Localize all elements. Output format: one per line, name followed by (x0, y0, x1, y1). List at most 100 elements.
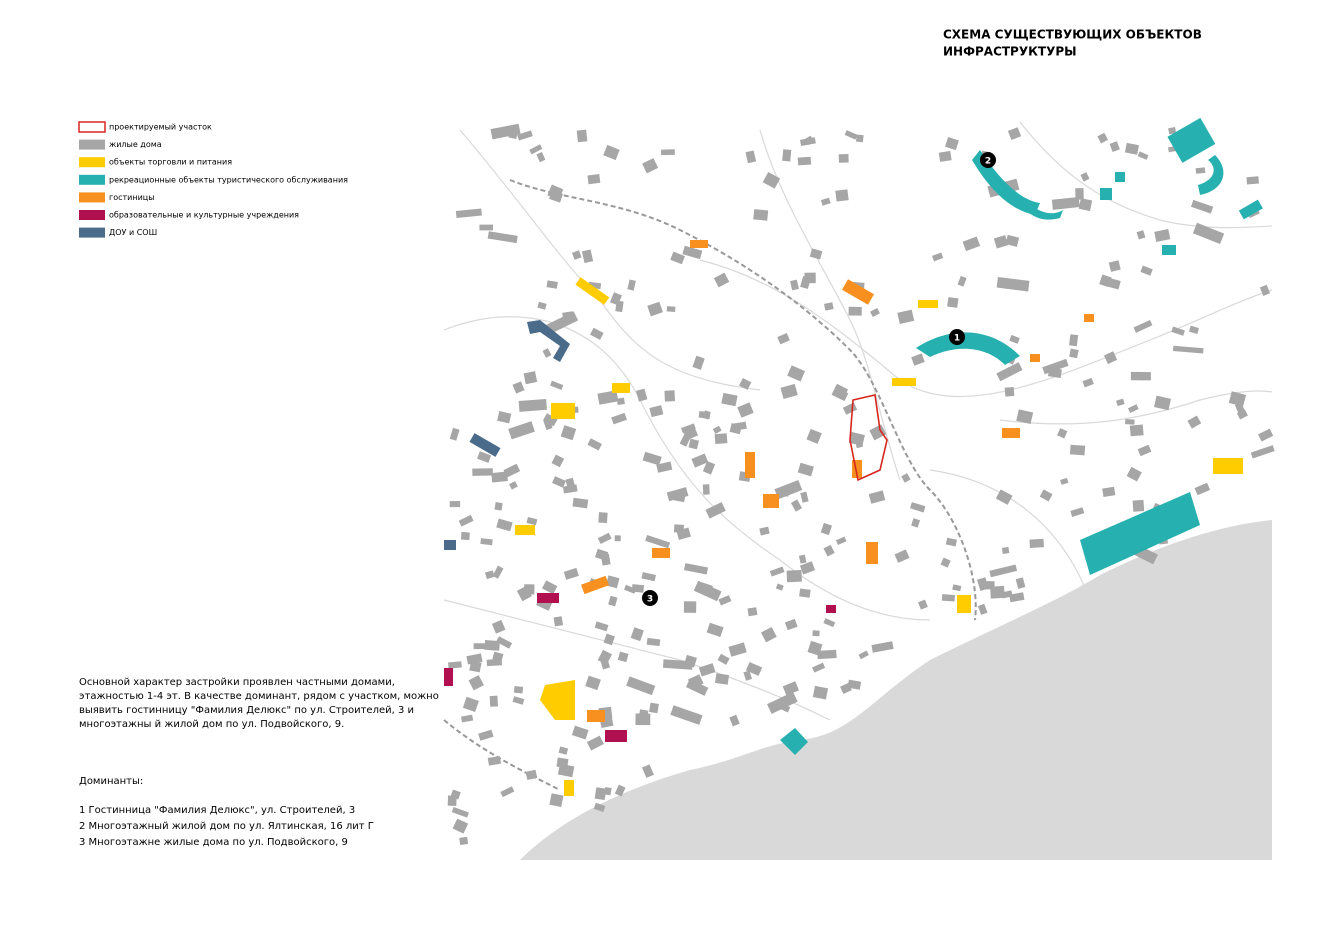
house (572, 250, 582, 260)
description-line: этажностью 1-4 эт. В качестве доминант, … (79, 691, 439, 702)
legend-swatch (79, 210, 105, 220)
legend-label: ДОУ и СОШ (109, 228, 157, 237)
house (542, 580, 558, 595)
house (831, 386, 849, 402)
house (526, 516, 538, 526)
house (597, 532, 612, 545)
project-site (849, 394, 888, 482)
house (717, 653, 730, 665)
house (683, 563, 709, 575)
house (682, 425, 699, 441)
house (729, 714, 740, 727)
house (702, 484, 710, 495)
house (1137, 151, 1149, 160)
house (721, 392, 738, 407)
house (817, 649, 837, 660)
house (775, 583, 784, 591)
house (1250, 445, 1275, 459)
house (800, 275, 811, 289)
house (1258, 428, 1274, 442)
house (800, 491, 809, 503)
house (609, 292, 622, 306)
house (911, 518, 921, 528)
house (738, 378, 752, 390)
house (798, 554, 807, 564)
house (1130, 371, 1151, 381)
house (799, 561, 816, 575)
house (1103, 351, 1118, 365)
house (777, 333, 790, 345)
dominants-heading: Доминанты: (79, 776, 143, 787)
legend-swatch (79, 174, 105, 185)
house (1124, 142, 1139, 155)
house (1015, 577, 1026, 589)
house (1009, 592, 1025, 603)
house (1154, 395, 1171, 411)
sea (520, 520, 1272, 860)
house (848, 306, 862, 316)
title-line: СХЕМА СУЩЕСТВУЮЩИХ ОБЪЕКТОВ (943, 28, 1202, 42)
house (523, 371, 538, 385)
title-line: ИНФРАСТРУКТУРЫ (943, 45, 1077, 59)
house (1246, 176, 1259, 185)
house (870, 308, 880, 318)
house (762, 171, 781, 189)
house (496, 518, 513, 532)
house (472, 468, 493, 476)
house (500, 786, 515, 798)
house (641, 572, 656, 582)
house (1127, 404, 1139, 413)
house (525, 769, 538, 781)
house (1082, 377, 1094, 388)
house (512, 381, 525, 394)
house (683, 601, 697, 613)
house (546, 311, 579, 334)
house (594, 548, 609, 561)
house (549, 190, 564, 203)
house (945, 137, 959, 151)
house (670, 251, 685, 265)
house (782, 149, 792, 162)
house (605, 575, 620, 589)
house (759, 526, 770, 536)
house (636, 388, 648, 402)
house (661, 149, 675, 156)
house (462, 696, 479, 712)
house (947, 297, 959, 308)
house (728, 642, 747, 657)
house (587, 438, 602, 451)
house (459, 836, 469, 845)
house (835, 536, 847, 545)
house (542, 413, 558, 427)
house (797, 462, 814, 477)
house (647, 301, 663, 317)
house (1129, 424, 1144, 437)
house (460, 714, 474, 723)
house (1029, 538, 1044, 548)
house (807, 640, 823, 656)
house (698, 410, 711, 419)
house (1168, 126, 1177, 135)
house (611, 412, 627, 425)
house (838, 153, 849, 163)
house (767, 691, 798, 714)
house (1194, 482, 1211, 496)
legend-swatch (79, 157, 105, 168)
title: СХЕМА СУЩЕСТВУЮЩИХ ОБЪЕКТОВ ИНФРАСТРУКТУР… (943, 28, 1202, 59)
house (614, 784, 626, 797)
house (491, 619, 506, 634)
house (820, 522, 833, 536)
house (713, 272, 730, 288)
house (558, 746, 569, 755)
house (560, 425, 577, 441)
marker (980, 152, 996, 168)
house (638, 709, 649, 719)
house (932, 252, 944, 262)
house (576, 129, 588, 143)
house (614, 535, 621, 542)
house (747, 607, 758, 617)
house (1009, 334, 1020, 344)
house (823, 544, 835, 557)
roads (443, 121, 1273, 791)
house (1108, 278, 1121, 290)
